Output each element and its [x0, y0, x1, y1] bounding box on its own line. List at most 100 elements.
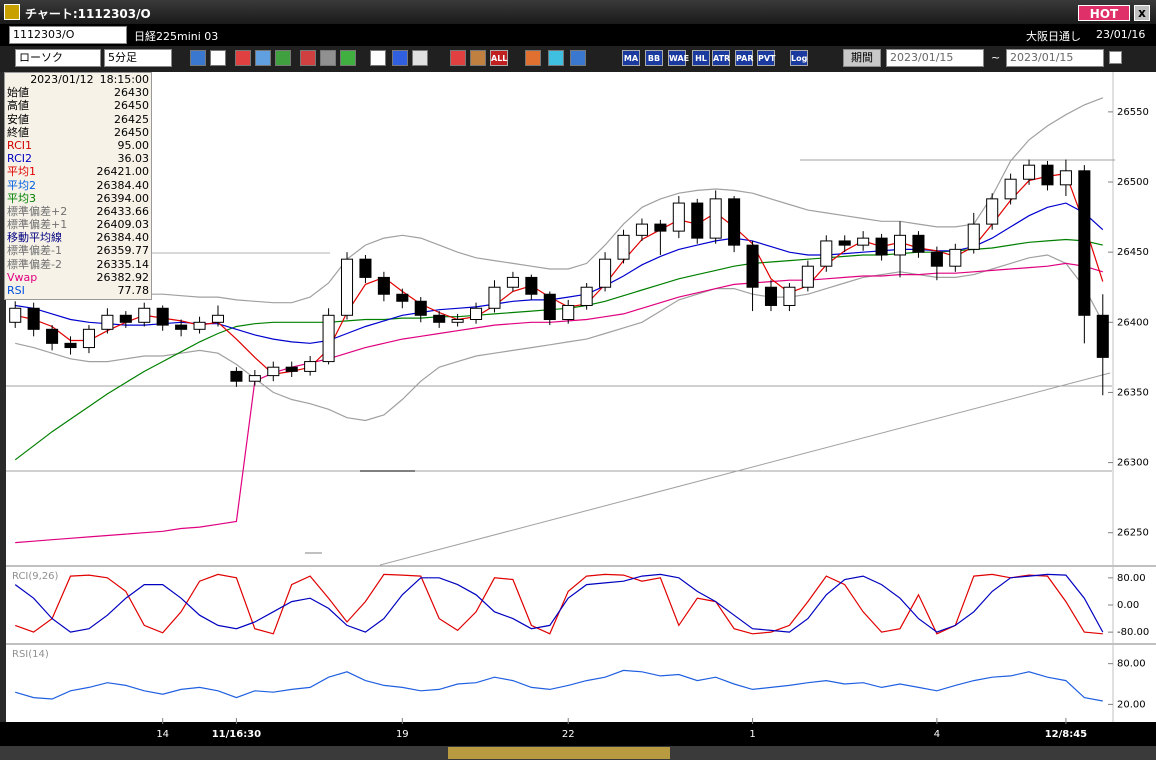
tool-icon[interactable] — [412, 50, 428, 66]
code-combo[interactable]: 1112303/O — [9, 26, 127, 44]
tool-icon[interactable] — [255, 50, 271, 66]
candle-body — [764, 286, 778, 306]
candle-body — [893, 234, 907, 256]
candle-body — [230, 370, 243, 382]
x-tick-label: 22 — [562, 729, 575, 740]
toolbar-main: ローソク 5分足 ALL MA BB WAE HL ATR PAR PVT Log 期間 202… — [0, 46, 1156, 72]
info-label: 始値 — [7, 86, 29, 100]
chart: 26250 26300 26350 26400 26450 26500 26550 80.00… — [0, 72, 1156, 760]
candle-body — [119, 314, 132, 323]
close-button[interactable]: x — [1134, 5, 1150, 21]
info-label: 標準偏差-2 — [7, 257, 62, 271]
candle-body — [359, 258, 372, 278]
candle-body — [506, 276, 519, 288]
tool-button[interactable]: ATR — [712, 50, 730, 66]
app-icon — [4, 4, 20, 20]
candle-body — [1041, 164, 1054, 186]
info-label: 移動平均線 — [7, 231, 62, 245]
tool-icon[interactable] — [548, 50, 564, 66]
info-value: 26384.40 — [96, 178, 150, 192]
period-button[interactable]: 期間 — [843, 49, 881, 67]
candle-body — [1023, 164, 1036, 180]
to-date[interactable]: 2023/01/15 — [1006, 49, 1104, 67]
candle-body — [986, 198, 999, 225]
toolbar-top: 1112303/O 日経225mini 03 大阪日通し 23/01/16 — [0, 24, 1156, 46]
info-label: 標準偏差-1 — [7, 244, 62, 258]
candle-body — [543, 293, 556, 320]
info-row: 標準偏差+2 26433.66 — [7, 205, 149, 218]
tool-icon[interactable] — [470, 50, 486, 66]
tool-icon[interactable] — [210, 50, 226, 66]
tool-icon[interactable] — [370, 50, 386, 66]
info-row: 標準偏差+1 26409.03 — [7, 218, 149, 231]
checkbox[interactable] — [1109, 51, 1122, 64]
title-bar: チャート:1112303/O HOT x — [0, 0, 1156, 24]
info-time: 18:15:00 — [99, 73, 149, 86]
tool-button[interactable]: PAR — [735, 50, 753, 66]
candle-body — [46, 328, 59, 344]
candle-body — [377, 276, 390, 295]
tool-icon[interactable] — [320, 50, 336, 66]
info-row: 平均1 26421.00 — [7, 165, 149, 178]
info-value: 26450 — [114, 125, 149, 139]
tool-icon[interactable] — [300, 50, 316, 66]
candle-body — [248, 375, 261, 382]
tool-icon[interactable] — [570, 50, 586, 66]
trend-line — [379, 372, 1111, 566]
info-row: 標準偏差-2 26335.14 — [7, 258, 149, 271]
candle-body — [783, 286, 796, 306]
candle-body — [82, 328, 95, 349]
y-tick-label: 80.00 — [1117, 659, 1146, 670]
candle-body — [488, 286, 501, 309]
info-label: 平均3 — [7, 191, 36, 205]
candle-body — [285, 366, 298, 372]
tool-button[interactable]: Log — [790, 50, 808, 66]
candle-body — [1078, 170, 1091, 316]
y-tick-label: 26450 — [1117, 247, 1149, 258]
from-date[interactable]: 2023/01/15 — [886, 49, 984, 67]
tool-icon[interactable] — [340, 50, 356, 66]
tool-icon[interactable] — [525, 50, 541, 66]
info-label: RSI — [7, 284, 25, 297]
candle-body — [562, 304, 575, 321]
tool-icon[interactable] — [235, 50, 251, 66]
tool-icon[interactable] — [450, 50, 466, 66]
candle-body — [1059, 170, 1072, 186]
candle-body — [9, 307, 22, 323]
chart-background — [6, 72, 1156, 722]
interval-select[interactable]: 5分足 — [104, 49, 172, 67]
info-datetime: 2023/01/12 18:15:00 — [7, 73, 149, 86]
hot-button[interactable]: HOT — [1078, 5, 1130, 21]
info-row: 平均3 26394.00 — [7, 192, 149, 205]
info-label: RCI2 — [7, 152, 33, 166]
tool-button[interactable]: HL — [692, 50, 710, 66]
candle-body — [709, 198, 722, 239]
info-value: 26409.03 — [96, 218, 150, 232]
info-value: 26382.92 — [96, 270, 150, 284]
scroll-thumb[interactable] — [448, 747, 670, 759]
info-row: 高値 26450 — [7, 99, 149, 112]
candle-body — [267, 366, 280, 377]
info-row: RSI 77.78 — [7, 284, 149, 297]
info-row: 移動平均線 26384.40 — [7, 231, 149, 244]
tool-button[interactable]: ALL — [490, 50, 508, 66]
tool-button[interactable]: MA — [622, 50, 640, 66]
x-tick-label: 19 — [396, 729, 409, 740]
candle-body — [193, 321, 206, 330]
info-row: 安値 26425 — [7, 113, 149, 126]
tool-button[interactable]: PVT — [757, 50, 776, 66]
candle-body — [433, 314, 446, 323]
chart-type-select[interactable]: ローソク — [15, 49, 101, 67]
candle-body — [617, 234, 630, 260]
candle-body — [801, 265, 814, 288]
candle-body — [599, 258, 612, 288]
market-name: 大阪日通し — [1026, 30, 1081, 43]
tool-button[interactable]: WAE — [668, 50, 689, 66]
tool-icon[interactable] — [275, 50, 291, 66]
tool-icon[interactable] — [392, 50, 408, 66]
tool-icon[interactable] — [190, 50, 206, 66]
tool-button[interactable]: BB — [645, 50, 663, 66]
y-tick-label: 26400 — [1117, 317, 1149, 328]
info-row: 標準偏差-1 26359.77 — [7, 244, 149, 257]
